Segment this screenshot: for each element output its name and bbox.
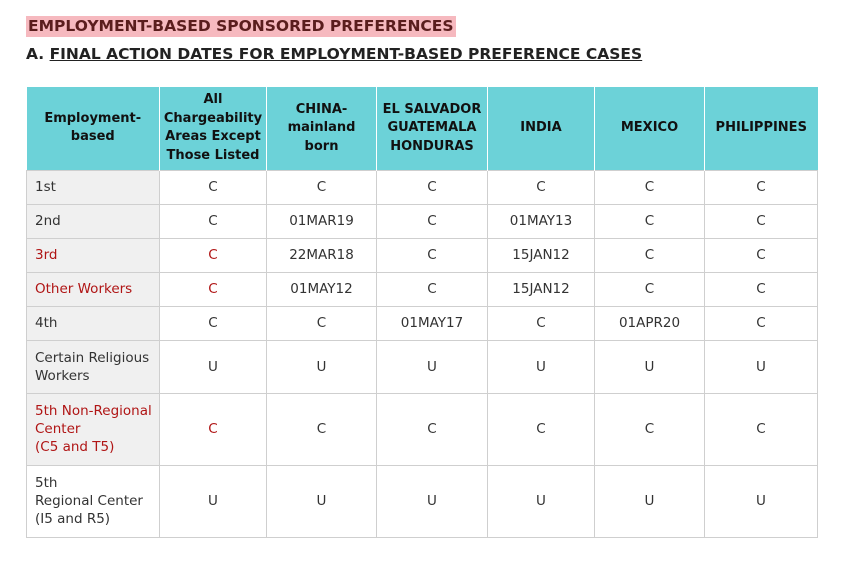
table-row: Certain Religious Workers U U U U U U (26, 339, 818, 394)
page-title: EMPLOYMENT-BASED SPONSORED PREFERENCES (26, 16, 456, 37)
table-cell: C (704, 305, 818, 341)
table-cell: U (159, 339, 267, 394)
table-cell: C (266, 305, 377, 341)
row-label: 5th Non-Regional Center (C5 and T5) (26, 392, 160, 466)
header-mexico: MEXICO (594, 87, 705, 170)
table-cell: C (159, 169, 267, 205)
table-cell: 01APR20 (594, 305, 705, 341)
table-cell: C (376, 237, 488, 273)
table-cell: C (159, 237, 267, 273)
table-cell: 01MAY12 (266, 271, 377, 307)
table-cell: C (159, 203, 267, 239)
table-cell: 01MAY13 (487, 203, 595, 239)
section-title: A. FINAL ACTION DATES FOR EMPLOYMENT-BAS… (26, 44, 642, 64)
header-row: Employment-based All Chargeability Areas E… (26, 87, 818, 170)
row-label: Certain Religious Workers (26, 339, 160, 394)
table-cell: C (594, 169, 705, 205)
table-cell: U (266, 339, 377, 394)
table-cell: C (376, 392, 488, 466)
table-cell: U (487, 464, 595, 538)
header-el-salvador: EL SALVADOR GUATEMALA HONDURAS (376, 87, 488, 170)
table-cell: 22MAR18 (266, 237, 377, 273)
table-row: Other Workers C 01MAY12 C 15JAN12 C C (26, 271, 818, 307)
table-cell: C (487, 305, 595, 341)
table-cell: C (704, 392, 818, 466)
table-cell: U (376, 464, 488, 538)
table-cell: 15JAN12 (487, 271, 595, 307)
table-row: 5th Non-Regional Center (C5 and T5) C C C … (26, 392, 818, 466)
table-cell: U (487, 339, 595, 394)
table-cell: C (704, 169, 818, 205)
table-cell: C (594, 203, 705, 239)
table-cell: C (376, 271, 488, 307)
table-row: 3rd C 22MAR18 C 15JAN12 C C (26, 237, 818, 273)
section-title-text: FINAL ACTION DATES FOR EMPLOYMENT-BASED … (49, 45, 643, 63)
section-letter: A. (26, 45, 45, 63)
table-cell: C (704, 271, 818, 307)
row-label: 4th (26, 305, 160, 341)
table-cell: 01MAR19 (266, 203, 377, 239)
table-cell: U (594, 339, 705, 394)
header-philippines: PHILIPPINES (704, 87, 818, 170)
header-all-chargeability: All Chargeability Areas Except Those Listed (159, 87, 267, 170)
table-cell: C (704, 237, 818, 273)
table-cell: 01MAY17 (376, 305, 488, 341)
table-cell: U (594, 464, 705, 538)
table-cell: C (376, 203, 488, 239)
table-cell: C (266, 169, 377, 205)
table-cell: C (266, 392, 377, 466)
header-india: INDIA (487, 87, 595, 170)
table-cell: C (594, 271, 705, 307)
table-cell: U (266, 464, 377, 538)
table-cell: C (159, 392, 267, 466)
table-cell: C (704, 203, 818, 239)
table-cell: C (376, 169, 488, 205)
table-row: 5th Regional Center (I5 and R5) U U U U U … (26, 464, 818, 538)
table-cell: U (704, 339, 818, 394)
row-label: 3rd (26, 237, 160, 273)
row-label: 5th Regional Center (I5 and R5) (26, 464, 160, 538)
table-cell: U (159, 464, 267, 538)
header-china: CHINA-mainland born (266, 87, 377, 170)
table-cell: U (704, 464, 818, 538)
row-label: Other Workers (26, 271, 160, 307)
table-cell: C (159, 305, 267, 341)
table-cell: C (159, 271, 267, 307)
table-cell: C (594, 392, 705, 466)
table-cell: C (487, 169, 595, 205)
header-employment-based: Employment-based (26, 87, 160, 170)
table-row: 1st C C C C C C (26, 169, 818, 205)
table-cell: 15JAN12 (487, 237, 595, 273)
row-label: 2nd (26, 203, 160, 239)
row-label: 1st (26, 169, 160, 205)
table-row: 2nd C 01MAR19 C 01MAY13 C C (26, 203, 818, 239)
table-cell: C (487, 392, 595, 466)
table-row: 4th C C 01MAY17 C 01APR20 C (26, 305, 818, 341)
final-action-dates-table: Employment-based All Chargeability Areas E… (26, 87, 818, 538)
table-cell: C (594, 237, 705, 273)
table-cell: U (376, 339, 488, 394)
